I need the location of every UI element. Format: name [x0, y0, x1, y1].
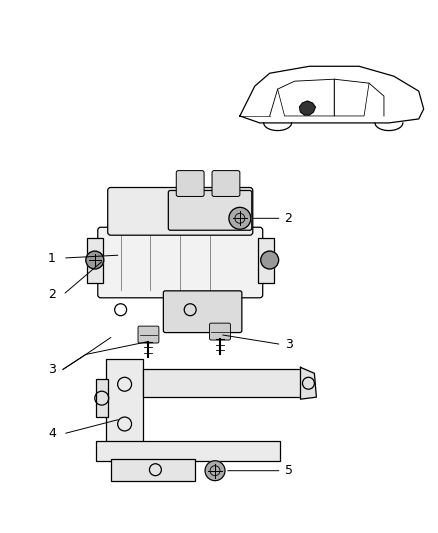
Bar: [87, 238, 103, 283]
Bar: [111, 459, 195, 481]
FancyBboxPatch shape: [209, 323, 230, 340]
Text: 5: 5: [285, 464, 293, 477]
FancyBboxPatch shape: [176, 171, 204, 197]
Text: 1: 1: [48, 252, 56, 264]
Circle shape: [229, 207, 251, 229]
FancyBboxPatch shape: [163, 291, 242, 333]
Text: 2: 2: [285, 212, 293, 225]
Text: 3: 3: [48, 363, 56, 376]
Text: 4: 4: [48, 427, 56, 440]
Circle shape: [86, 251, 104, 269]
FancyBboxPatch shape: [168, 190, 252, 230]
Text: 3: 3: [285, 338, 293, 351]
Circle shape: [205, 461, 225, 481]
Bar: [258, 238, 274, 283]
Text: 2: 2: [48, 288, 56, 301]
Bar: [106, 359, 144, 449]
Polygon shape: [300, 367, 316, 399]
FancyBboxPatch shape: [98, 227, 263, 298]
Circle shape: [261, 251, 279, 269]
Bar: [96, 379, 108, 417]
FancyBboxPatch shape: [212, 171, 240, 197]
Bar: [96, 441, 279, 461]
Bar: [144, 369, 303, 397]
Polygon shape: [300, 101, 315, 115]
FancyBboxPatch shape: [108, 188, 253, 235]
FancyBboxPatch shape: [138, 326, 159, 343]
